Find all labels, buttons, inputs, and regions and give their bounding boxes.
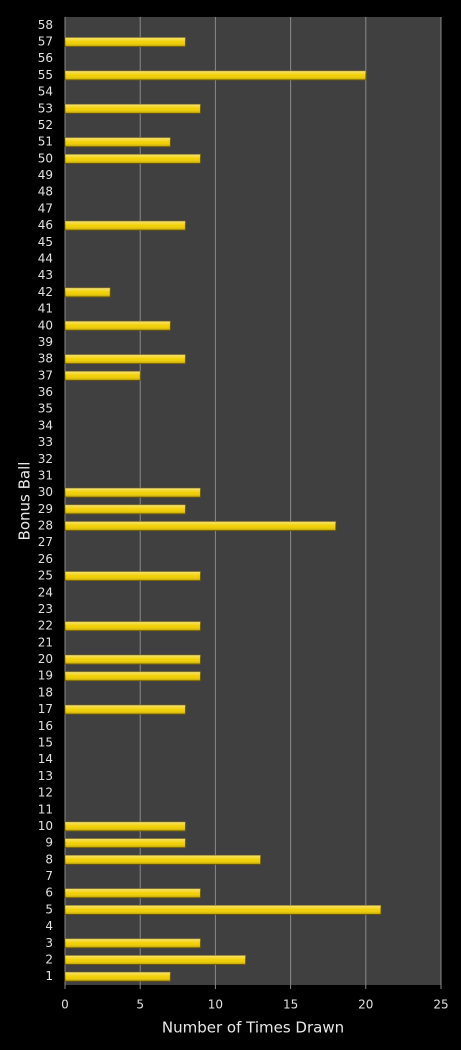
y-tick-label: 45 [38, 235, 53, 249]
x-tick-label: 15 [283, 998, 298, 1012]
y-tick-label: 50 [38, 151, 53, 165]
bar-shine [65, 521, 336, 531]
y-tick-label: 13 [38, 769, 53, 783]
y-tick-label: 47 [38, 201, 53, 215]
y-tick-label: 16 [38, 719, 53, 733]
x-tick-label: 20 [358, 998, 373, 1012]
y-tick-label: 24 [38, 585, 53, 599]
y-tick-label: 30 [38, 485, 53, 499]
x-tick-label: 5 [136, 998, 144, 1012]
y-tick-label: 11 [38, 802, 53, 816]
y-tick-label: 18 [38, 685, 53, 699]
y-tick-label: 20 [38, 652, 53, 666]
bar-shine [65, 955, 246, 965]
y-tick-label: 32 [38, 452, 53, 466]
bar-shine [65, 37, 186, 47]
x-axis-title: Number of Times Drawn [162, 1019, 344, 1037]
y-tick-label: 19 [38, 669, 53, 683]
y-tick-label: 22 [38, 619, 53, 633]
bar-shine [65, 287, 111, 297]
y-tick-label: 21 [38, 635, 53, 649]
y-axis-title: Bonus Ball [16, 462, 34, 541]
bar-shine [65, 571, 201, 581]
bar-shine [65, 888, 201, 898]
y-tick-label: 31 [38, 468, 53, 482]
y-tick-label: 34 [38, 418, 53, 432]
bar-shine [65, 371, 141, 381]
y-tick-label: 38 [38, 352, 53, 366]
y-tick-label: 1 [45, 969, 53, 983]
y-tick-label: 51 [38, 135, 53, 149]
bar-shine [65, 838, 186, 848]
y-tick-label: 53 [38, 101, 53, 115]
bar-shine [65, 905, 381, 915]
bar-shine [65, 671, 201, 681]
y-tick-label: 29 [38, 502, 53, 516]
y-tick-label: 17 [38, 702, 53, 716]
y-tick-label: 37 [38, 368, 53, 382]
y-tick-label: 56 [38, 51, 53, 65]
y-tick-label: 25 [38, 569, 53, 583]
bar-shine [65, 621, 201, 631]
y-tick-label: 57 [38, 35, 53, 49]
y-tick-label: 41 [38, 302, 53, 316]
y-tick-label: 28 [38, 519, 53, 533]
bar-shine [65, 938, 201, 948]
bar-shine [65, 154, 201, 164]
y-tick-label: 3 [45, 936, 53, 950]
y-tick-label: 26 [38, 552, 53, 566]
y-tick-label: 6 [45, 886, 53, 900]
y-tick-label: 4 [45, 919, 53, 933]
y-tick-label: 49 [38, 168, 53, 182]
y-tick-label: 33 [38, 435, 53, 449]
bar-shine [65, 655, 201, 665]
bar-shine [65, 488, 201, 498]
y-tick-label: 15 [38, 736, 53, 750]
bar-shine [65, 221, 186, 231]
y-tick-label: 27 [38, 535, 53, 549]
x-tick-label: 10 [208, 998, 223, 1012]
y-tick-label: 23 [38, 602, 53, 616]
bar-shine [65, 504, 186, 514]
y-tick-label: 54 [38, 85, 53, 99]
y-tick-label: 52 [38, 118, 53, 132]
y-tick-label: 46 [38, 218, 53, 232]
y-tick-label: 5 [45, 902, 53, 916]
bar-shine [65, 855, 261, 865]
y-tick-label: 2 [45, 952, 53, 966]
y-tick-label: 35 [38, 402, 53, 416]
y-tick-label: 40 [38, 318, 53, 332]
y-tick-label: 36 [38, 385, 53, 399]
bar-shine [65, 821, 186, 831]
y-tick-label: 14 [38, 752, 53, 766]
bar-shine [65, 104, 201, 114]
bar-shine [65, 705, 186, 715]
y-tick-label: 44 [38, 252, 53, 266]
y-tick-label: 42 [38, 285, 53, 299]
y-tick-label: 9 [45, 836, 53, 850]
y-tick-label: 48 [38, 185, 53, 199]
y-tick-label: 58 [38, 18, 53, 32]
bar-shine [65, 70, 366, 80]
y-tick-label: 55 [38, 68, 53, 82]
bar-shine [65, 354, 186, 364]
y-tick-label: 39 [38, 335, 53, 349]
bar-shine [65, 321, 171, 331]
bar-shine [65, 972, 171, 982]
y-tick-label: 12 [38, 786, 53, 800]
x-tick-label: 0 [61, 998, 69, 1012]
y-tick-label: 8 [45, 852, 53, 866]
y-tick-label: 10 [38, 819, 53, 833]
y-tick-label: 43 [38, 268, 53, 282]
x-tick-label: 25 [433, 998, 448, 1012]
bar-shine [65, 137, 171, 147]
y-tick-label: 7 [45, 869, 53, 883]
